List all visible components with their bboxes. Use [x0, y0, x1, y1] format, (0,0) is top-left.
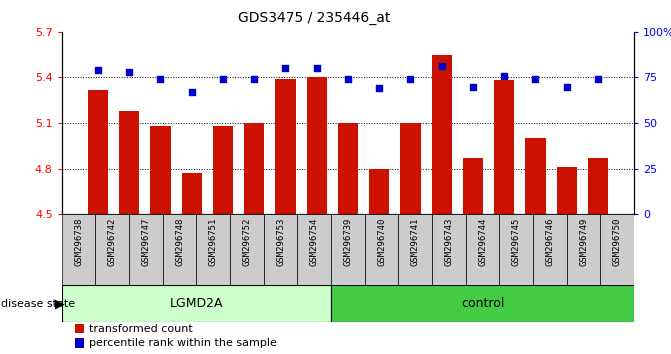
Text: GSM296740: GSM296740	[377, 218, 386, 266]
Bar	[150, 126, 170, 214]
Bar	[129, 214, 163, 285]
Text: GSM296753: GSM296753	[276, 218, 285, 266]
Point	[93, 67, 103, 73]
Point	[592, 76, 603, 82]
Bar	[163, 214, 197, 285]
Bar	[213, 126, 233, 214]
Bar	[556, 167, 577, 214]
Point	[217, 76, 228, 82]
Point	[436, 64, 447, 69]
Point	[405, 76, 416, 82]
Text: GSM296754: GSM296754	[310, 218, 319, 266]
Bar	[494, 80, 515, 214]
Bar	[567, 214, 601, 285]
Bar	[331, 214, 365, 285]
Bar	[432, 214, 466, 285]
Point	[187, 89, 197, 95]
Bar	[62, 285, 331, 322]
Point	[249, 76, 260, 82]
Text: GSM296747: GSM296747	[142, 218, 150, 266]
Text: GSM296750: GSM296750	[613, 218, 622, 266]
Text: GSM296746: GSM296746	[546, 218, 554, 266]
Bar	[197, 214, 230, 285]
Text: transformed count: transformed count	[89, 324, 193, 333]
Text: GSM296742: GSM296742	[108, 218, 117, 266]
Bar	[264, 214, 297, 285]
Text: GSM296751: GSM296751	[209, 218, 218, 266]
Text: GSM296752: GSM296752	[242, 218, 252, 266]
Bar	[365, 214, 399, 285]
Bar	[401, 123, 421, 214]
Point	[311, 65, 322, 71]
Point	[562, 84, 572, 89]
Text: GSM296741: GSM296741	[411, 218, 420, 266]
Text: GSM296738: GSM296738	[74, 218, 83, 266]
Bar	[466, 214, 499, 285]
Bar	[338, 123, 358, 214]
Bar	[88, 90, 108, 214]
Bar	[601, 214, 634, 285]
Bar	[119, 111, 140, 214]
Text: LGMD2A: LGMD2A	[170, 297, 223, 310]
Bar	[525, 138, 546, 214]
Bar	[588, 158, 608, 214]
Text: disease state: disease state	[1, 298, 74, 309]
Bar	[95, 214, 129, 285]
Text: control: control	[461, 297, 505, 310]
Point	[342, 76, 353, 82]
Bar	[275, 79, 295, 214]
Bar	[499, 214, 533, 285]
Text: percentile rank within the sample: percentile rank within the sample	[89, 338, 277, 348]
Text: GSM296745: GSM296745	[512, 218, 521, 266]
Bar	[62, 214, 95, 285]
Bar	[463, 158, 483, 214]
Bar	[297, 214, 331, 285]
Text: ▶: ▶	[55, 297, 64, 310]
Bar	[533, 214, 567, 285]
Bar	[369, 169, 389, 214]
Text: GSM296743: GSM296743	[444, 218, 454, 266]
Bar	[307, 78, 327, 214]
Point	[280, 65, 291, 71]
Bar	[399, 214, 432, 285]
Text: GSM296744: GSM296744	[478, 218, 487, 266]
Point	[499, 73, 509, 79]
Text: GSM296748: GSM296748	[175, 218, 184, 266]
Bar	[230, 214, 264, 285]
Bar	[244, 123, 264, 214]
Point	[530, 76, 541, 82]
Text: GSM296749: GSM296749	[579, 218, 588, 266]
Point	[374, 86, 384, 91]
Point	[468, 84, 478, 89]
Point	[155, 76, 166, 82]
Bar	[431, 55, 452, 214]
Bar	[181, 173, 202, 214]
Text: GDS3475 / 235446_at: GDS3475 / 235446_at	[238, 11, 391, 25]
Point	[123, 69, 134, 75]
Bar	[331, 285, 634, 322]
Text: GSM296739: GSM296739	[344, 218, 352, 266]
